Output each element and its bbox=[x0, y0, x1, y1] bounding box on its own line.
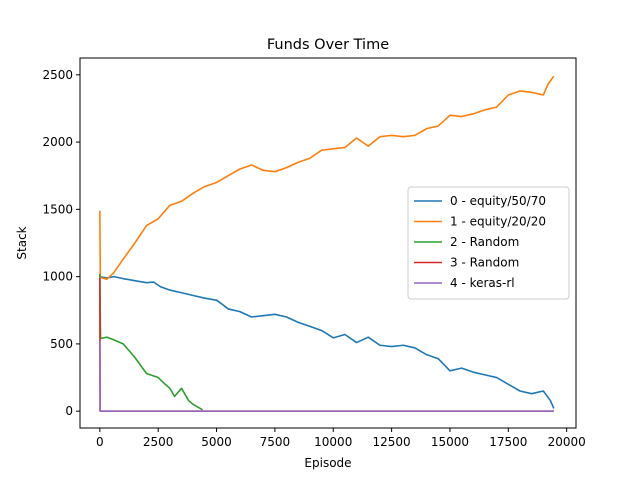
legend-label-4: 4 - keras-rl bbox=[450, 276, 515, 290]
x-tick-label: 20000 bbox=[548, 435, 586, 449]
y-tick-label: 500 bbox=[50, 337, 73, 351]
plot-frame bbox=[79, 57, 577, 429]
y-tick-label: 1500 bbox=[42, 202, 73, 216]
series-line-1 bbox=[99, 75, 555, 281]
y-tick-label: 0 bbox=[65, 404, 73, 418]
x-tick-label: 7500 bbox=[260, 435, 291, 449]
y-tick-label: 2500 bbox=[42, 68, 73, 82]
x-tick-label: 10000 bbox=[314, 435, 352, 449]
chart-title: Funds Over Time bbox=[267, 37, 389, 53]
series-line-0 bbox=[99, 275, 555, 409]
legend-box bbox=[407, 186, 570, 300]
series-line-4 bbox=[99, 341, 554, 412]
x-tick-label: 17500 bbox=[489, 435, 527, 449]
y-tick-label: 2000 bbox=[42, 135, 73, 149]
y-tick-label: 1000 bbox=[42, 270, 73, 284]
series-layer bbox=[99, 75, 555, 412]
legend-label-2: 2 - Random bbox=[450, 235, 519, 249]
y-axis-label: Stack bbox=[15, 226, 29, 259]
x-tick-label: 0 bbox=[96, 435, 104, 449]
x-axis-label: Episode bbox=[304, 456, 351, 470]
x-tick-label: 2500 bbox=[143, 435, 174, 449]
x-axis: 0 2500 5000 7500 10000 12500 15000 17500 20000 bbox=[96, 428, 586, 449]
series-line-2 bbox=[99, 273, 203, 411]
x-tick-label: 15000 bbox=[431, 435, 469, 449]
x-tick-label: 12500 bbox=[373, 435, 411, 449]
x-tick-label: 5000 bbox=[201, 435, 232, 449]
legend: 0 - equity/50/70 1 - equity/20/20 2 - Rand… bbox=[407, 186, 570, 300]
legend-label-3: 3 - Random bbox=[450, 256, 519, 270]
legend-label-1: 1 - equity/20/20 bbox=[450, 215, 546, 229]
legend-label-0: 0 - equity/50/70 bbox=[450, 194, 546, 208]
y-axis: 0 500 1000 1500 2000 2500 bbox=[42, 68, 80, 418]
